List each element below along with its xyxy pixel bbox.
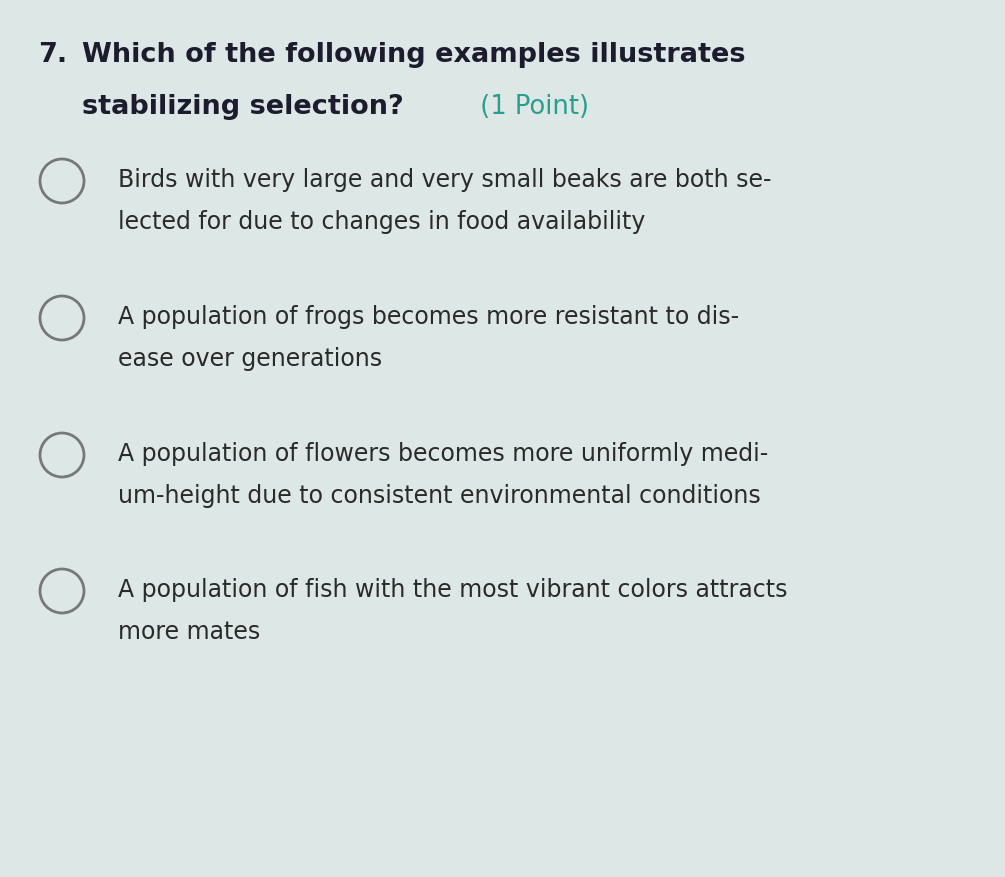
Text: A population of fish with the most vibrant colors attracts: A population of fish with the most vibra… xyxy=(118,578,788,602)
Circle shape xyxy=(40,296,84,340)
Text: A population of frogs becomes more resistant to dis-: A population of frogs becomes more resis… xyxy=(118,305,739,329)
Circle shape xyxy=(40,569,84,613)
Text: (1 Point): (1 Point) xyxy=(472,94,589,120)
Text: Birds with very large and very small beaks are both se-: Birds with very large and very small bea… xyxy=(118,168,772,192)
Text: Which of the following examples illustrates: Which of the following examples illustra… xyxy=(82,42,746,68)
Text: A population of flowers becomes more uniformly medi-: A population of flowers becomes more uni… xyxy=(118,442,768,466)
Text: more mates: more mates xyxy=(118,620,260,644)
Text: ease over generations: ease over generations xyxy=(118,347,382,371)
Text: um-height due to consistent environmental conditions: um-height due to consistent environmenta… xyxy=(118,484,761,508)
Text: stabilizing selection?: stabilizing selection? xyxy=(82,94,404,120)
Text: 7.: 7. xyxy=(38,42,67,68)
Circle shape xyxy=(40,159,84,203)
Circle shape xyxy=(40,433,84,477)
Text: lected for due to changes in food availability: lected for due to changes in food availa… xyxy=(118,210,645,234)
